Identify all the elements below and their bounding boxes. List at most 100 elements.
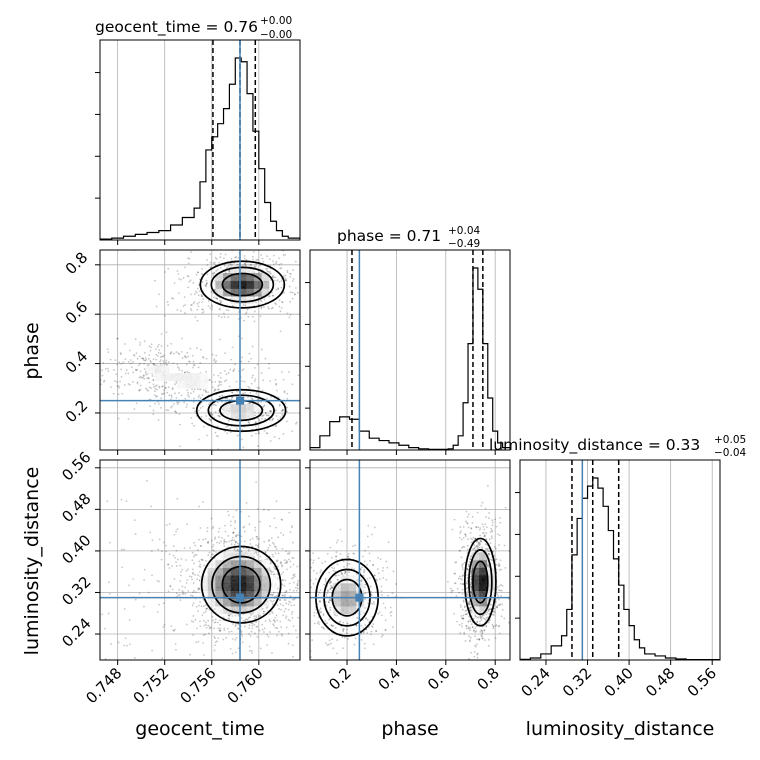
sample-point	[201, 301, 203, 304]
sample-point	[278, 403, 281, 406]
sample-point	[283, 292, 286, 294]
sample-point	[484, 547, 487, 550]
sample-point	[218, 415, 221, 417]
sample-point	[336, 539, 339, 542]
sample-point	[166, 301, 169, 303]
sample-point	[317, 593, 320, 596]
sample-point	[247, 548, 250, 551]
sample-point	[206, 282, 208, 285]
sample-point	[207, 299, 210, 302]
sample-point	[485, 616, 488, 619]
sample-point	[200, 558, 203, 561]
sample-point	[250, 263, 253, 266]
sample-point	[293, 575, 296, 578]
sample-point	[354, 637, 357, 640]
sample-point	[234, 638, 237, 641]
sample-point	[467, 568, 469, 571]
sample-point	[247, 619, 249, 621]
sample-point	[213, 621, 216, 624]
sample-point	[162, 362, 165, 365]
sample-point	[277, 536, 280, 539]
sample-point	[165, 381, 168, 384]
sample-point	[465, 521, 468, 524]
sample-point	[187, 568, 189, 571]
sample-point	[254, 378, 257, 381]
sample-point	[389, 612, 392, 614]
sample-point	[249, 635, 252, 637]
sample-point	[123, 607, 126, 610]
sample-point	[362, 627, 365, 629]
sample-point	[187, 590, 190, 592]
sample-point	[469, 558, 472, 560]
sample-point	[207, 632, 210, 635]
sample-point	[217, 385, 219, 388]
sample-point	[258, 629, 261, 632]
sample-point	[364, 607, 366, 609]
sample-point	[101, 369, 103, 372]
sample-point	[257, 545, 259, 548]
sample-point	[213, 271, 216, 274]
density-cell	[230, 606, 239, 615]
sample-point	[370, 625, 373, 628]
sample-point	[342, 628, 345, 631]
sample-point	[205, 391, 208, 394]
sample-point	[325, 593, 327, 596]
sample-point	[178, 369, 181, 371]
sample-point	[364, 583, 367, 586]
sample-point	[258, 419, 261, 422]
sample-point	[184, 304, 187, 306]
sample-point	[237, 534, 240, 537]
sample-point	[271, 652, 273, 654]
sample-point	[187, 394, 189, 396]
sample-point	[151, 539, 154, 542]
sample-point	[488, 538, 491, 541]
sample-point	[205, 285, 208, 288]
sample-point	[143, 579, 146, 581]
density-cell	[261, 567, 270, 576]
sample-point	[488, 608, 490, 611]
sample-point	[179, 423, 181, 426]
sample-point	[294, 629, 297, 632]
sample-point	[164, 387, 167, 389]
sample-point	[120, 368, 123, 371]
sample-point	[203, 425, 205, 428]
density-cell	[246, 403, 255, 412]
sample-point	[251, 537, 254, 540]
sample-point	[160, 345, 163, 348]
sample-point	[273, 517, 276, 520]
sample-point	[468, 607, 471, 610]
sample-point	[479, 617, 482, 620]
density-cell	[169, 373, 178, 382]
sample-point	[187, 262, 190, 265]
sample-point	[102, 362, 105, 364]
sample-point	[183, 401, 186, 404]
sample-point	[286, 568, 288, 571]
sample-point	[259, 647, 262, 650]
density-cell	[238, 265, 247, 274]
sample-point	[227, 316, 229, 319]
sample-point	[180, 570, 182, 573]
sample-point	[214, 361, 217, 364]
sample-point	[328, 601, 330, 604]
sample-point	[490, 527, 493, 530]
sample-point	[485, 625, 488, 628]
sample-point	[488, 612, 491, 615]
sample-point	[461, 575, 464, 578]
sample-point	[108, 581, 110, 584]
sample-point	[311, 639, 314, 642]
sample-point	[484, 507, 487, 510]
sample-point	[235, 535, 238, 538]
sample-point	[224, 550, 226, 553]
sample-point	[282, 433, 285, 435]
sample-point	[157, 343, 160, 346]
sample-point	[465, 627, 468, 630]
sample-point	[249, 392, 252, 394]
sample-point	[370, 593, 373, 596]
sample-point	[494, 559, 497, 561]
sample-point	[178, 277, 180, 280]
sample-point	[458, 623, 461, 626]
sample-point	[372, 643, 375, 646]
density-cell	[246, 606, 255, 615]
sample-point	[247, 385, 250, 388]
sample-point	[264, 417, 267, 420]
